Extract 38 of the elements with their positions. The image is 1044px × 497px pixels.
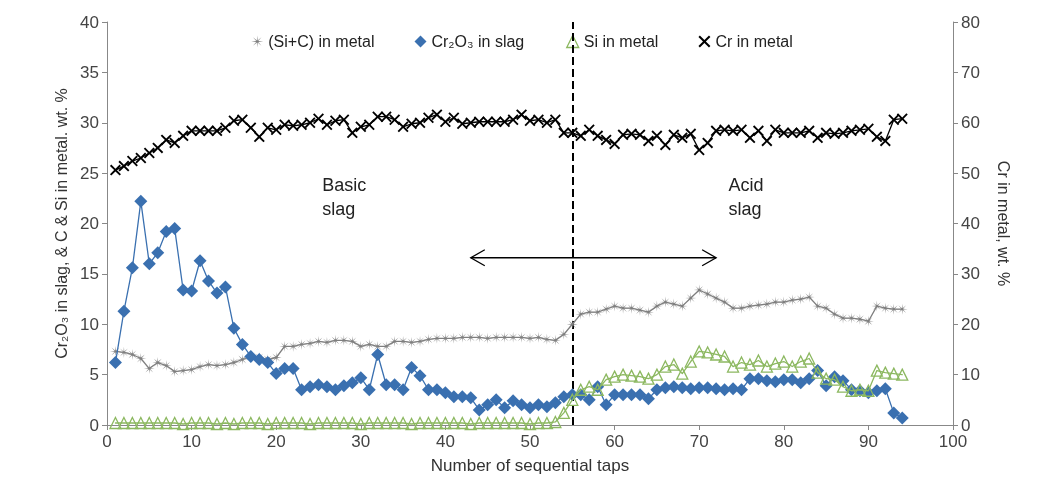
x-tick-label: 100 (938, 432, 968, 451)
y-tick-label: 35 (80, 62, 99, 82)
y2-tick-label: 60 (961, 113, 980, 133)
y2-tick-label: 20 (961, 314, 980, 334)
x-tick-label: 70 (689, 432, 709, 451)
legend-label: Si in metal (583, 33, 659, 50)
y-axis-title: Cr₂O₃ in slag, & C & Si in metal. wt. % (52, 88, 70, 359)
y-tick-label: 25 (80, 163, 99, 183)
y-tick-label: 40 (80, 12, 99, 32)
y2-tick-label: 50 (961, 163, 980, 183)
legend-label: (Si+C) in metal (268, 33, 375, 50)
y2-tick-label: 40 (961, 214, 980, 233)
x-tick-label: 0 (102, 432, 112, 451)
y-tick-label: 30 (80, 113, 99, 133)
y2-tick-label: 80 (961, 12, 980, 32)
y2-tick-label: 70 (961, 62, 980, 82)
y2-tick-label: 30 (961, 264, 980, 284)
x-tick-label: 90 (858, 432, 878, 451)
y-tick-label: 0 (89, 415, 99, 435)
x-tick-label: 30 (351, 432, 371, 451)
annotation: Acid slag (728, 175, 764, 220)
legend-label: Cr in metal (715, 33, 793, 50)
x-tick-label: 60 (605, 432, 625, 451)
x-tick-label: 50 (520, 432, 540, 451)
x-tick-label: 40 (435, 432, 455, 451)
x-tick-label: 20 (266, 432, 286, 451)
x-axis-title: Number of sequential taps (430, 456, 630, 475)
x-tick-label: 80 (774, 432, 794, 451)
y-tick-label: 5 (89, 365, 99, 385)
legend-label: Cr₂O₃ in slag (431, 33, 525, 50)
y2-tick-label: 10 (961, 365, 980, 385)
y2-axis-title: Cr in metal, wt. % (994, 160, 1012, 287)
annotation: Basic slag (322, 175, 367, 220)
y-tick-label: 15 (80, 264, 99, 284)
y-tick-label: 10 (80, 314, 99, 334)
x-tick-label: 10 (182, 432, 202, 451)
y-tick-label: 20 (80, 214, 99, 233)
y2-tick-label: 0 (961, 415, 971, 435)
